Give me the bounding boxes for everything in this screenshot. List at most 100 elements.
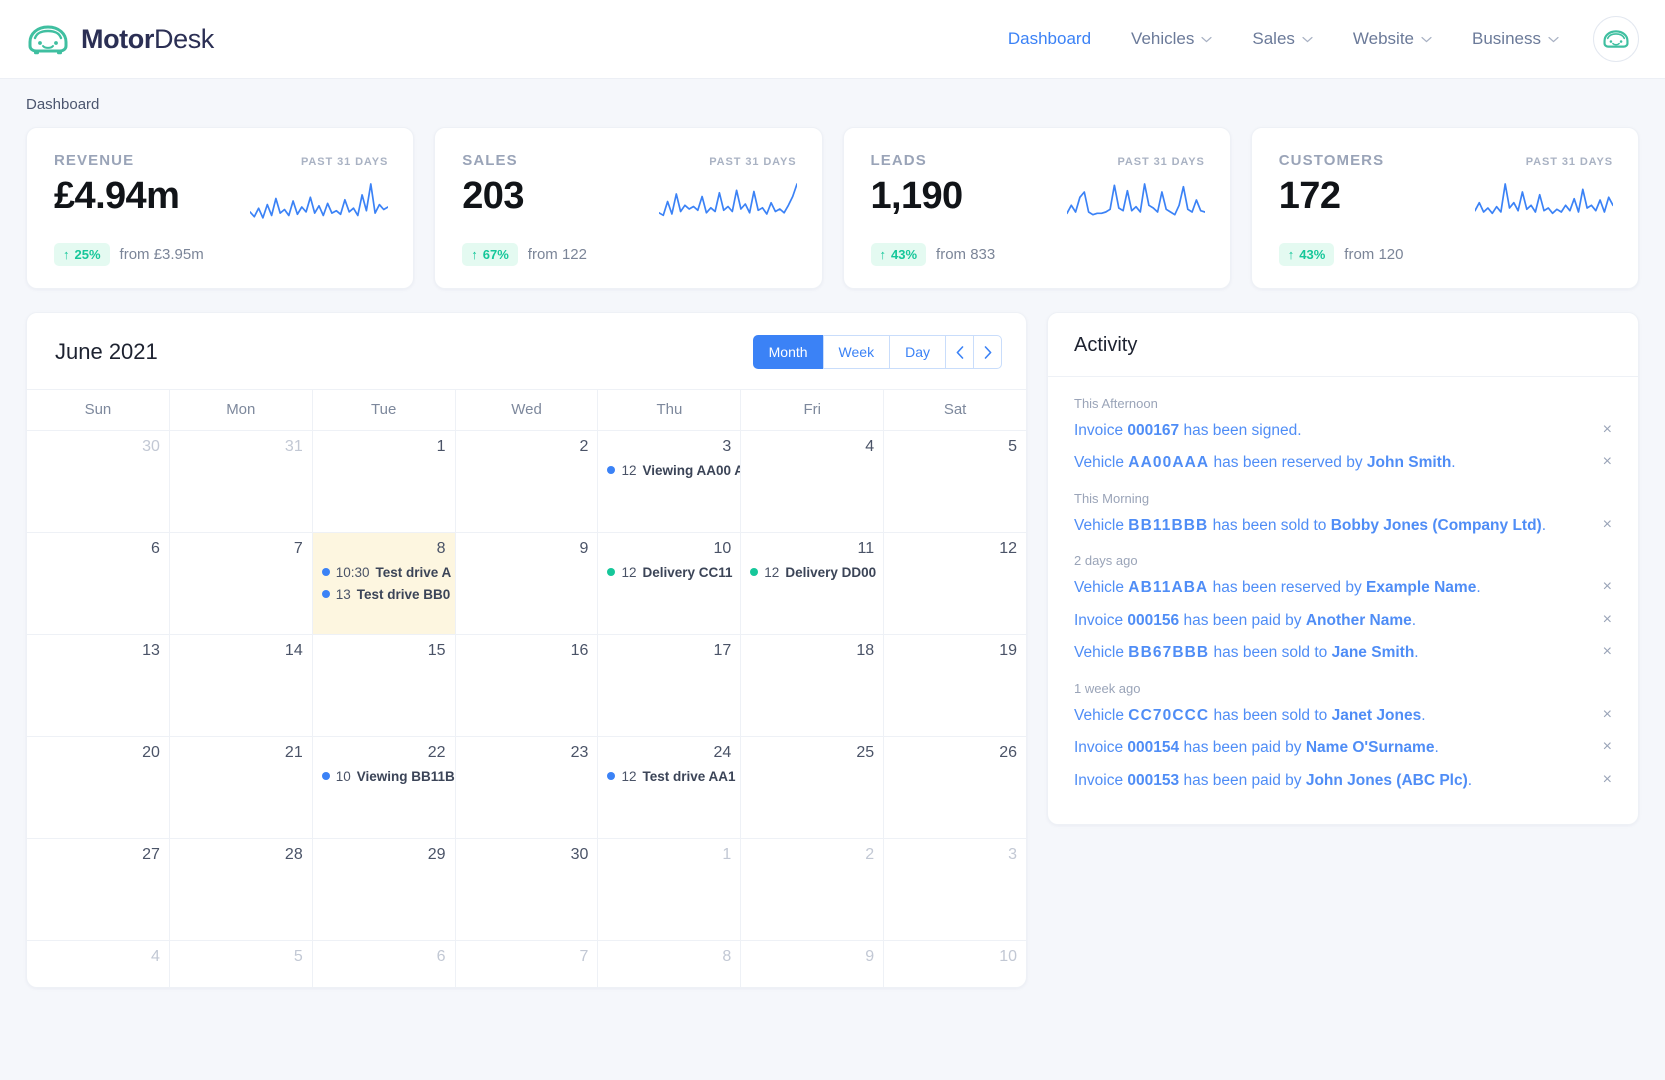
calendar-day-cell[interactable]: 4 (740, 431, 883, 533)
view-day-button[interactable]: Day (889, 335, 946, 370)
brand-logo[interactable]: MotorDesk (26, 22, 214, 56)
calendar-day-cell[interactable]: 9 (454, 533, 598, 635)
stat-value: 203 (462, 175, 524, 217)
calendar-day-cell[interactable]: 3 12 Viewing AA00 A (597, 431, 740, 533)
calendar-weekday-header: Sun Mon Tue Wed Thu Fri Sat (27, 389, 1026, 431)
calendar-day-cell[interactable]: 22 10 Viewing BB11B (311, 737, 455, 839)
calendar-day-cell[interactable]: 2 (454, 431, 598, 533)
calendar-toolbar: June 2021 Month Week Day (27, 313, 1026, 389)
calendar-day-number: 19 (999, 642, 1018, 660)
calendar-day-cell[interactable]: 5 (168, 941, 312, 988)
close-icon[interactable]: × (1602, 770, 1612, 788)
calendar-day-cell[interactable]: 30 (27, 431, 169, 532)
calendar-day-cell[interactable]: 8 10:30 Test drive A 13 Test drive BB0 (311, 533, 455, 635)
calendar-day-cell[interactable]: 10 12 Delivery CC11 (597, 533, 740, 635)
calendar-day-cell[interactable]: 24 12 Test drive AA1 (597, 737, 740, 839)
chevron-down-icon (1421, 36, 1432, 42)
calendar-event[interactable]: 10 Viewing BB11B (321, 769, 455, 784)
calendar-day-cell[interactable]: 1 (311, 431, 455, 533)
view-week-button[interactable]: Week (822, 335, 891, 370)
calendar-day-cell[interactable]: 1 (597, 839, 740, 941)
calendar-day-cell[interactable]: 17 (597, 635, 740, 737)
stat-cards: REVENUE PAST 31 DAYS £4.94m ↑ 25% from £3.95m… (0, 127, 1665, 289)
close-icon[interactable]: × (1602, 610, 1612, 628)
calendar-day-cell[interactable]: 5 (883, 431, 1026, 533)
activity-item-text[interactable]: Vehicle AA00AAA has been reserved by Joh… (1074, 454, 1456, 472)
calendar-day-cell[interactable]: 21 (168, 737, 312, 839)
close-icon[interactable]: × (1602, 453, 1612, 471)
calendar-day-number: 10 (713, 540, 732, 558)
calendar-event[interactable]: 12 Viewing AA00 A (607, 463, 740, 478)
stat-card-revenue: REVENUE PAST 31 DAYS £4.94m ↑ 25% from £3.95m (26, 127, 415, 289)
calendar-day-cell[interactable]: 18 (740, 635, 883, 737)
calendar-day-cell[interactable]: 8 (597, 941, 740, 988)
calendar-day-cell[interactable]: 31 (168, 431, 312, 533)
calendar-day-cell[interactable]: 27 (27, 839, 169, 940)
nav-item-business[interactable]: Business (1452, 23, 1579, 55)
close-icon[interactable]: × (1602, 738, 1612, 756)
calendar-day-cell[interactable]: 29 (311, 839, 455, 941)
calendar-day-cell[interactable]: 20 (27, 737, 169, 838)
calendar-day-cell[interactable]: 7 (454, 941, 598, 988)
weekday-header-thu: Thu (597, 390, 740, 431)
calendar-day-cell[interactable]: 6 (311, 941, 455, 988)
activity-item-text[interactable]: Vehicle BB67BBB has been sold to Jane Sm… (1074, 644, 1419, 662)
weekday-header-mon: Mon (168, 390, 312, 431)
calendar-day-cell[interactable]: 6 (27, 533, 169, 634)
calendar-day-cell[interactable]: 13 (27, 635, 169, 736)
activity-item-text[interactable]: Invoice 000153 has been paid by John Jon… (1074, 771, 1473, 789)
activity-item-text[interactable]: Vehicle BB11BBB has been sold to Bobby J… (1074, 516, 1547, 534)
activity-item-text[interactable]: Invoice 000156 has been paid by Another … (1074, 611, 1417, 629)
calendar-event[interactable]: 12 Test drive AA1 (607, 769, 736, 784)
calendar-day-cell[interactable]: 7 (168, 533, 312, 635)
nav-item-vehicles[interactable]: Vehicles (1111, 23, 1232, 55)
calendar-card: June 2021 Month Week Day Sun Mon Tue Wed Thu… (26, 312, 1027, 989)
activity-item-text[interactable]: Invoice 000167 has been signed. (1074, 422, 1302, 439)
calendar-day-cell[interactable]: 4 (27, 941, 169, 987)
calendar-day-cell[interactable]: 9 (740, 941, 883, 988)
calendar-next-button[interactable] (973, 335, 1002, 370)
nav-item-sales[interactable]: Sales (1232, 23, 1333, 55)
calendar-day-cell[interactable]: 26 (883, 737, 1026, 839)
close-icon[interactable]: × (1602, 643, 1612, 661)
arrow-up-icon: ↑ (471, 247, 478, 262)
arrow-up-icon: ↑ (1287, 247, 1295, 262)
calendar-day-cell[interactable]: 28 (168, 839, 312, 941)
calendar-day-number: 9 (865, 948, 875, 966)
close-icon[interactable]: × (1602, 421, 1612, 438)
calendar-day-cell[interactable]: 11 12 Delivery DD00 (740, 533, 883, 635)
calendar-event[interactable]: 13 Test drive BB0 (321, 587, 450, 602)
calendar-event[interactable]: 12 Delivery DD00 (750, 565, 876, 580)
nav-item-dashboard[interactable]: Dashboard (988, 23, 1111, 55)
calendar-event[interactable]: 12 Delivery CC11 (607, 565, 733, 580)
close-icon[interactable]: × (1602, 705, 1612, 723)
close-icon[interactable]: × (1602, 578, 1612, 596)
activity-item-text[interactable]: Vehicle AB11ABA has been reserved by Exa… (1074, 579, 1481, 597)
calendar-event[interactable]: 10:30 Test drive A (321, 565, 451, 580)
calendar-day-cell[interactable]: 23 (454, 737, 598, 839)
calendar-day-cell[interactable]: 15 (311, 635, 455, 737)
view-month-button[interactable]: Month (752, 335, 824, 370)
calendar-day-cell[interactable]: 25 (740, 737, 883, 839)
nav-item-website[interactable]: Website (1333, 23, 1452, 55)
calendar-day-cell[interactable]: 19 (883, 635, 1026, 737)
breadcrumb[interactable]: Dashboard (26, 96, 100, 113)
activity-item-text[interactable]: Invoice 000154 has been paid by Name O'S… (1074, 739, 1439, 757)
calendar-day-number: 2 (579, 438, 589, 456)
sparkline-chart (657, 183, 798, 217)
calendar-day-cell[interactable]: 16 (454, 635, 598, 737)
calendar-prev-button[interactable] (945, 335, 974, 370)
calendar-day-cell[interactable]: 2 (740, 839, 883, 941)
weekday-header-sat: Sat (883, 390, 1026, 431)
calendar-day-cell[interactable]: 12 (883, 533, 1026, 635)
avatar[interactable] (1593, 16, 1639, 62)
calendar-day-cell[interactable]: 14 (168, 635, 312, 737)
activity-item-text[interactable]: Vehicle CC70CCC has been sold to Janet J… (1074, 706, 1426, 724)
calendar-day-cell[interactable]: 30 (454, 839, 598, 941)
calendar-day-cell[interactable]: 10 (883, 941, 1026, 988)
calendar-day-cell[interactable]: 3 (883, 839, 1026, 941)
event-title: Test drive AA1 (642, 768, 736, 784)
activity-card: Activity This Afternoon Invoice 000167 ha… (1047, 312, 1639, 826)
close-icon[interactable]: × (1602, 515, 1612, 533)
activity-item: Vehicle BB11BBB has been sold to Bobby J… (1074, 515, 1612, 537)
